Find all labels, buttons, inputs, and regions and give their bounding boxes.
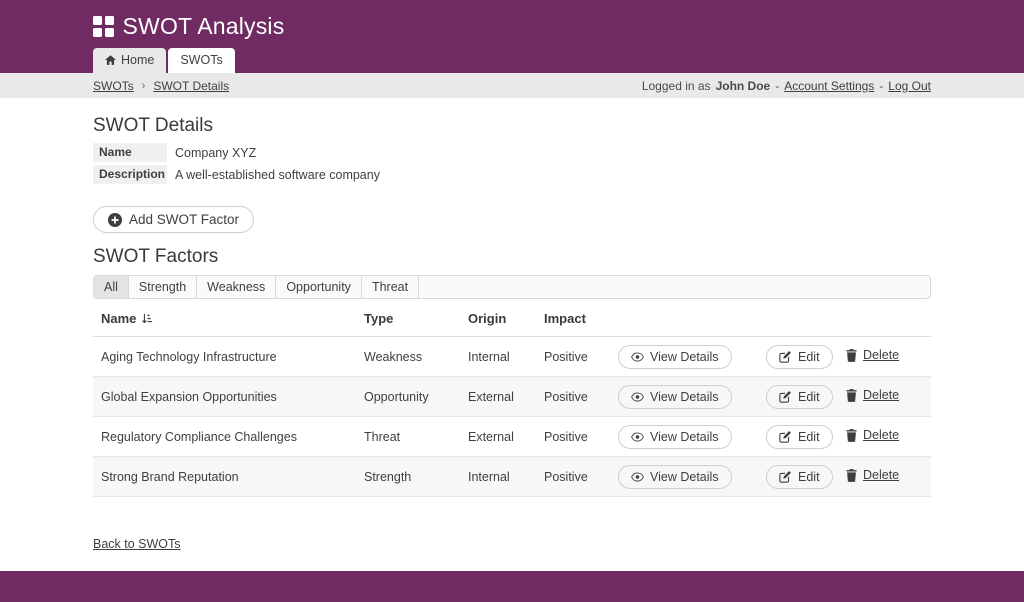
session-prefix: Logged in as <box>641 78 711 93</box>
factor-impact: Positive <box>536 416 610 457</box>
factor-type: Threat <box>356 416 460 457</box>
trash-icon <box>846 468 857 482</box>
main-content: SWOT Details Name Company XYZ Descriptio… <box>0 115 1024 553</box>
factor-type: Opportunity <box>356 376 460 417</box>
factor-origin: Internal <box>460 456 536 497</box>
tab-home[interactable]: Home <box>93 48 167 73</box>
view-details-button[interactable]: View Details <box>618 384 732 409</box>
factor-impact: Positive <box>536 456 610 497</box>
detail-label-name: Name <box>93 143 167 162</box>
detail-value-name: Company XYZ <box>175 145 257 160</box>
delete-link[interactable]: Delete <box>846 348 899 362</box>
edit-icon <box>779 470 792 483</box>
add-swot-factor-label: Add SWOT Factor <box>129 212 240 227</box>
filter-all[interactable]: All <box>94 276 129 298</box>
factor-name: Regulatory Compliance Challenges <box>93 416 356 457</box>
logout-link[interactable]: Log Out <box>888 78 931 93</box>
footer-bar <box>0 571 1024 602</box>
edit-icon <box>779 430 792 443</box>
delete-link[interactable]: Delete <box>846 428 899 442</box>
breadcrumb-link-swots[interactable]: SWOTs <box>93 78 134 93</box>
eye-icon <box>631 471 644 482</box>
trash-icon <box>846 428 857 442</box>
sort-ascending-icon <box>141 313 153 325</box>
edit-button[interactable]: Edit <box>766 464 833 489</box>
swot-factors-heading: SWOT Factors <box>93 246 219 267</box>
view-details-button[interactable]: View Details <box>618 464 732 489</box>
delete-link[interactable]: Delete <box>846 468 899 482</box>
trash-icon <box>846 348 857 362</box>
trash-icon <box>846 388 857 402</box>
eye-icon <box>631 431 644 442</box>
account-settings-link[interactable]: Account Settings <box>784 78 875 93</box>
back-to-swots-link[interactable]: Back to SWOTs <box>93 537 181 551</box>
breadcrumb-bar: SWOTs › SWOT Details Logged in as John D… <box>0 73 1024 98</box>
session-separator-1: - <box>775 78 780 93</box>
table-row: Strong Brand Reputation Strength Interna… <box>93 456 931 497</box>
factor-origin: External <box>460 376 536 417</box>
home-icon <box>105 55 116 65</box>
app-header: SWOT Analysis Home SWOTs <box>0 0 1024 73</box>
plus-circle-icon <box>108 212 122 227</box>
filter-threat[interactable]: Threat <box>362 276 420 298</box>
filter-strength[interactable]: Strength <box>129 276 198 298</box>
breadcrumb: SWOTs › SWOT Details <box>93 79 229 93</box>
table-header-row: Name Type Origin Impact <box>93 303 931 337</box>
column-header-origin[interactable]: Origin <box>460 303 536 337</box>
factor-filter-bar: All Strength Weakness Opportunity Threat <box>93 275 931 299</box>
app-title: SWOT Analysis <box>122 13 285 39</box>
view-details-button[interactable]: View Details <box>618 424 732 449</box>
factor-impact: Positive <box>536 376 610 417</box>
eye-icon <box>631 391 644 402</box>
session-user: John Doe <box>715 78 771 93</box>
grid-logo-icon <box>93 16 114 37</box>
edit-button[interactable]: Edit <box>766 344 833 369</box>
column-header-name[interactable]: Name <box>93 303 356 337</box>
detail-label-description: Description <box>93 165 167 184</box>
factor-impact: Positive <box>536 336 610 377</box>
swot-details-heading: SWOT Details <box>93 115 214 136</box>
breadcrumb-link-swot-details[interactable]: SWOT Details <box>153 78 230 93</box>
filter-weakness[interactable]: Weakness <box>197 276 277 298</box>
table-row: Global Expansion Opportunities Opportuni… <box>93 376 931 417</box>
eye-icon <box>631 351 644 362</box>
factor-type: Weakness <box>356 336 460 377</box>
view-details-button[interactable]: View Details <box>618 344 732 369</box>
column-header-impact[interactable]: Impact <box>536 303 610 337</box>
column-header-type[interactable]: Type <box>356 303 460 337</box>
edit-icon <box>779 350 792 363</box>
add-swot-factor-button[interactable]: Add SWOT Factor <box>93 206 255 233</box>
table-row: Aging Technology Infrastructure Weakness… <box>93 336 931 377</box>
factor-type: Strength <box>356 456 460 497</box>
factor-name: Strong Brand Reputation <box>93 456 356 497</box>
detail-row-description: Description A well-established software … <box>93 165 931 184</box>
delete-link[interactable]: Delete <box>846 388 899 402</box>
breadcrumb-separator: › <box>141 79 146 92</box>
filter-opportunity[interactable]: Opportunity <box>276 276 362 298</box>
factor-name: Aging Technology Infrastructure <box>93 336 356 377</box>
tab-swots[interactable]: SWOTs <box>168 48 235 73</box>
factor-origin: Internal <box>460 336 536 377</box>
factors-table: Name Type Origin Impact Aging Technology… <box>93 303 931 497</box>
factor-origin: External <box>460 416 536 457</box>
edit-icon <box>779 390 792 403</box>
tab-swots-label: SWOTs <box>180 53 223 67</box>
tab-home-label: Home <box>121 53 155 67</box>
table-row: Regulatory Compliance Challenges Threat … <box>93 416 931 457</box>
session-info: Logged in as John Doe - Account Settings… <box>642 79 931 93</box>
detail-row-name: Name Company XYZ <box>93 143 931 162</box>
factor-name: Global Expansion Opportunities <box>93 376 356 417</box>
detail-value-description: A well-established software company <box>175 167 380 182</box>
session-separator-2: - <box>879 78 884 93</box>
edit-button[interactable]: Edit <box>766 384 833 409</box>
edit-button[interactable]: Edit <box>766 424 833 449</box>
